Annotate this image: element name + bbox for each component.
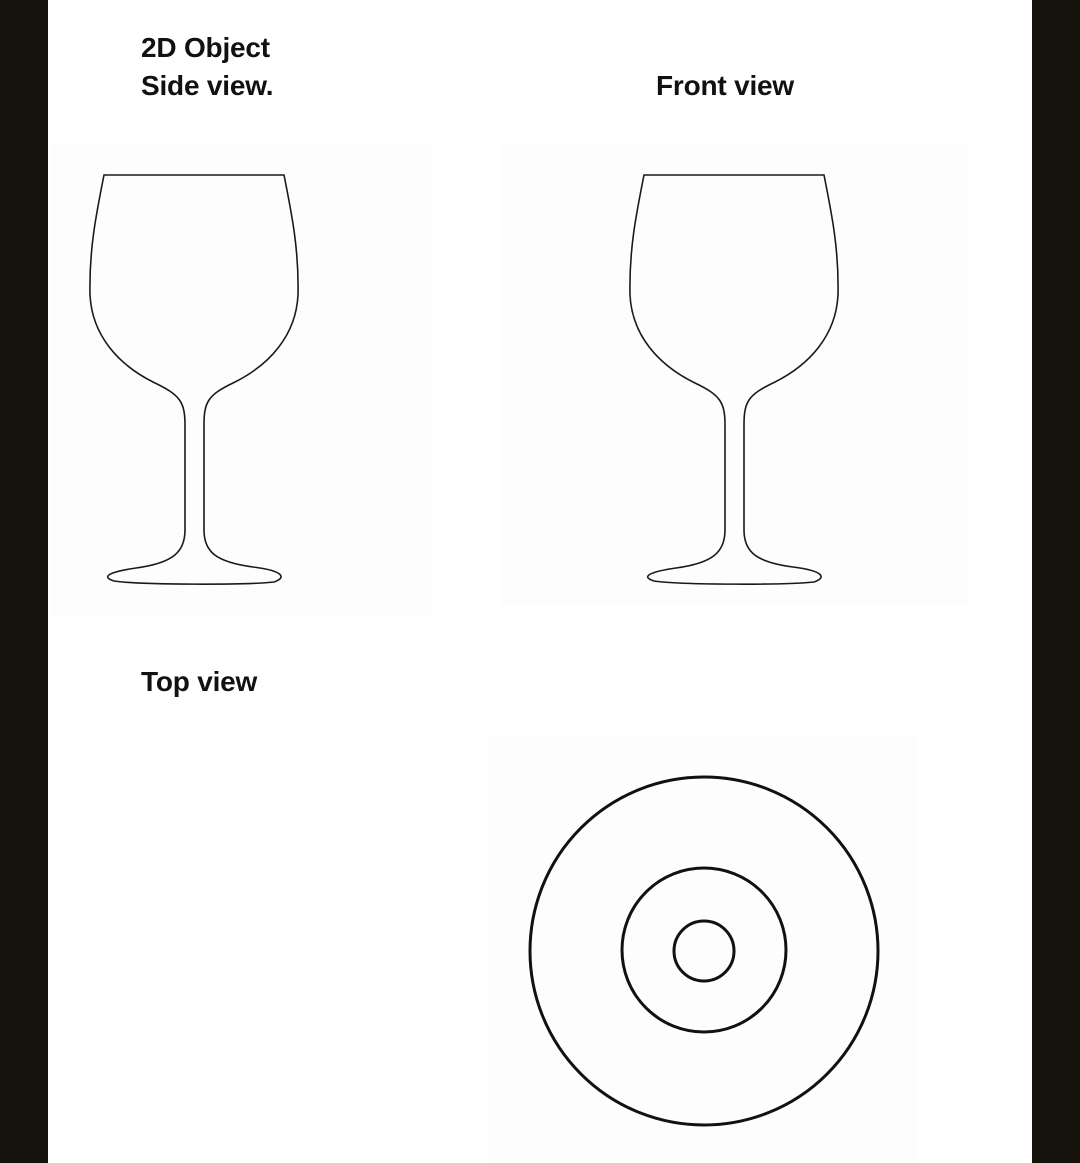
top-view-bowl-circle — [620, 866, 788, 1034]
label-top-view: Top view — [141, 666, 258, 697]
top-view-panel — [488, 735, 918, 1163]
front-view-panel — [500, 145, 968, 605]
top-view-stem-circle — [672, 919, 736, 983]
top-view-rim-circle — [528, 775, 880, 1127]
label-front-view: Front view — [656, 70, 795, 101]
wine-glass-side-icon — [89, 174, 299, 585]
title-2d-object: 2D Object — [141, 32, 270, 63]
worksheet-page: 2D Object Side view. Front view Top view — [48, 0, 1032, 1163]
side-view-panel — [50, 145, 432, 615]
wine-glass-front-icon — [629, 174, 839, 585]
wine-glass-top-icon — [528, 775, 880, 1127]
label-side-view: Side view. — [141, 70, 274, 101]
